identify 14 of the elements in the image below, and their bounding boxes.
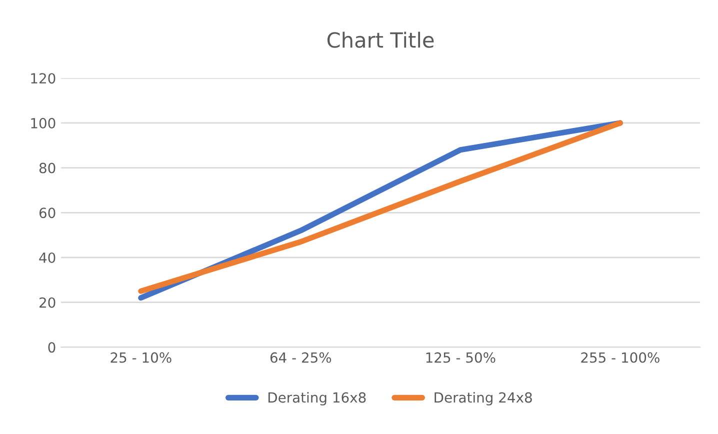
legend-label: Derating 24x8 [434, 392, 532, 406]
y-tick-label: 20 [40, 297, 56, 308]
y-tick-label: 60 [39, 208, 56, 218]
y-tick-label: 0 [48, 342, 56, 353]
x-tick-label: 255 - 100% [581, 352, 660, 363]
y-tick-label: 40 [39, 252, 56, 263]
y-tick-label: 120 [31, 73, 56, 84]
x-tick-label: 64 - 25% [270, 352, 332, 363]
y-tick-label: 80 [39, 162, 56, 174]
x-tick-label: 125 - 50% [426, 352, 496, 363]
x-tick-label: 25 - 10% [110, 352, 172, 363]
y-tick-label: 100 [31, 118, 56, 128]
chart-title: Chart Title [327, 32, 434, 48]
legend-label: Derating 16x8 [268, 392, 366, 406]
